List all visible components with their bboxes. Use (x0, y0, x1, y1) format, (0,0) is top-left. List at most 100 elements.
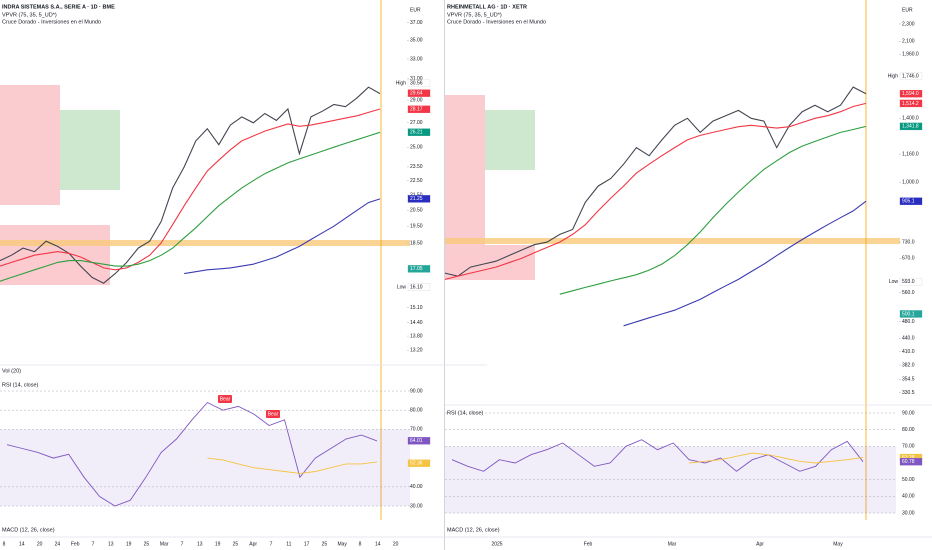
series-line (184, 198, 381, 275)
y-tick-label: 14.40 (410, 320, 423, 326)
price-badge (899, 458, 923, 466)
rsi-line (451, 439, 864, 472)
series-line (444, 86, 867, 277)
bear-label: Bear (268, 411, 279, 417)
y-tick-label: 1,960.0 (902, 52, 919, 58)
volume-profile (0, 85, 535, 285)
y-tick-label: 13.20 (410, 348, 423, 354)
profile-block (0, 85, 60, 205)
time-tick-label: 14 (375, 541, 381, 547)
rsi-tick-label: 30.00 (410, 503, 423, 509)
price-badge-label: 63.28 (902, 455, 915, 461)
series-line (559, 125, 867, 295)
price-badge (407, 105, 431, 113)
time-tick-label: 24 (55, 541, 61, 547)
price-badge-label: 16.10 (410, 284, 423, 290)
price-badge-label: 593.0 (902, 279, 915, 285)
time-tick-label: 19 (215, 541, 221, 547)
rsi-line (6, 401, 378, 507)
price-badge-label: 60.78 (902, 459, 915, 465)
time-tick-label: Feb (71, 541, 80, 547)
time-tick-label: May (337, 541, 347, 547)
price-badge-label: 29.64 (410, 90, 423, 96)
profile-block (485, 110, 535, 170)
bear-label: Bear (220, 396, 231, 402)
time-tick-label: 25 (144, 541, 150, 547)
series-line (623, 200, 867, 327)
y-tick-label: 15.10 (410, 305, 423, 311)
rsi-band (0, 429, 410, 507)
time-tick-label: 7 (92, 541, 95, 547)
indicator-label: Cruce Dorado - Inversiones en el Mundo (447, 19, 546, 25)
price-badge (407, 459, 431, 467)
currency: EUR (410, 7, 421, 13)
price-badge-label: 26.21 (410, 130, 423, 136)
time-tick-label: 20 (393, 541, 399, 547)
time-tick-label: 2025 (491, 541, 502, 547)
profile-block (445, 95, 485, 245)
y-tick-label: 480.0 (902, 319, 915, 325)
y-tick-label: 330.5 (902, 390, 915, 396)
y-tick-label: 27.00 (410, 120, 423, 126)
rsi-title: RSI (14, close) (2, 382, 39, 388)
price-badge (899, 277, 923, 286)
profile-block (60, 110, 120, 190)
badge-tag: High (396, 81, 407, 87)
price-badge (407, 265, 431, 273)
time-tick-label: 7 (181, 541, 184, 547)
price-badge (899, 90, 923, 98)
time-tick-label: Mar (160, 541, 169, 547)
rsi-line (689, 452, 864, 464)
time-tick-label: 8 (359, 541, 362, 547)
y-tick-label: 31.00 (410, 76, 423, 82)
bear-tag (218, 395, 232, 403)
price-badge-label: 52.36 (410, 460, 423, 466)
y-tick-label: 19.50 (410, 224, 423, 230)
y-tick-label: 1,000.0 (902, 180, 919, 186)
price-badge (407, 128, 431, 136)
price-badge-label: 1,746.0 (902, 74, 919, 80)
indicator-label: Cruce Dorado - Inversiones en el Mundo (2, 19, 101, 25)
rsi-tick-label: 40.00 (410, 484, 423, 490)
rsi-tick-label: 40.00 (902, 494, 915, 500)
series-line (0, 131, 381, 282)
price-badge (899, 99, 923, 108)
time-tick-label: Mar (668, 541, 677, 547)
macd-title: MACD (12, 26, close) (447, 527, 500, 533)
rsi-tick-label: 30.00 (902, 510, 915, 516)
time-tick-label: 7 (270, 541, 273, 547)
rsi-tick-label: 70.00 (902, 444, 915, 450)
price-badge-label: 64.01 (410, 438, 423, 444)
rsi-tick-label: 70.00 (410, 427, 423, 433)
time-tick-label: 14 (19, 541, 25, 547)
y-tick-label: 560.0 (902, 290, 915, 296)
series-line (0, 86, 381, 284)
volume-title: Vol (20) (2, 368, 21, 374)
rsi-tick-label: 80.00 (902, 427, 915, 433)
y-tick-label: 35.00 (410, 38, 423, 44)
y-tick-label: 18.50 (410, 240, 423, 246)
y-tick-label: 29.00 (410, 97, 423, 103)
time-tick-label: May (833, 541, 843, 547)
rsi-tick-label: 80.00 (410, 408, 423, 414)
time-tick-label: 25 (233, 541, 239, 547)
time-tick-label: Apr (249, 541, 257, 547)
rsi-tick-label: 90.00 (410, 388, 423, 394)
currency: EUR (902, 7, 913, 13)
macd-title: MACD (12, 26, close) (2, 527, 55, 533)
rsi-title: RSI (14, close) (447, 410, 484, 416)
symbol-title: RHEINMETALL AG · 1D · XETR (447, 4, 527, 10)
time-tick-label: 11 (286, 541, 291, 547)
y-tick-label: 670.0 (902, 256, 915, 262)
y-tick-label: 410.0 (902, 349, 915, 355)
time-tick-label: 20 (37, 541, 43, 547)
price-badge (407, 437, 431, 445)
time-tick-label: 17 (304, 541, 310, 547)
series-line (0, 108, 381, 271)
price-badge-label: 17.05 (410, 266, 423, 272)
y-tick-label: 382.0 (902, 362, 915, 368)
price-badge-label: 21.25 (410, 196, 423, 202)
poc-band (445, 238, 900, 244)
y-tick-label: 1,400.0 (902, 116, 919, 122)
